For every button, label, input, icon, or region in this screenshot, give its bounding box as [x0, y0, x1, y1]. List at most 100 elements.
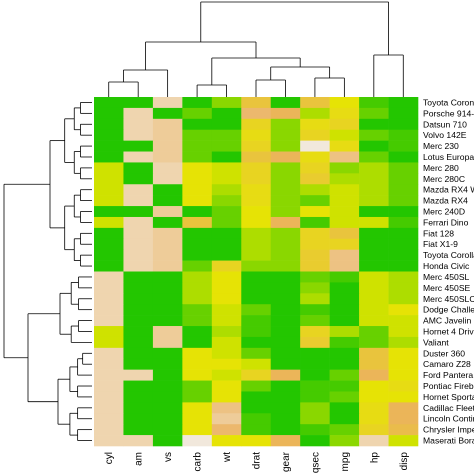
heatmap-cell	[123, 173, 154, 185]
heatmap-cell	[94, 293, 124, 305]
heatmap-cell	[388, 315, 419, 327]
heatmap-cell	[123, 380, 154, 392]
heatmap-cell	[152, 358, 183, 370]
column-label: wt	[222, 452, 233, 463]
heatmap-cell	[359, 151, 389, 163]
heatmap-cell	[300, 107, 330, 120]
heatmap-cell	[359, 107, 389, 120]
heatmap-cell	[329, 129, 360, 141]
column-label: disp	[399, 452, 410, 471]
heatmap-cell	[388, 195, 419, 207]
heatmap-cell	[182, 391, 213, 403]
heatmap-cell	[182, 216, 213, 229]
heatmap-cell	[388, 97, 419, 109]
heatmap-cell	[123, 216, 154, 229]
heatmap-cell	[270, 435, 301, 447]
heatmap-cell	[388, 118, 419, 131]
row-label: Merc 450SE	[423, 283, 471, 293]
heatmap-cell	[388, 282, 419, 294]
heatmap-cell	[182, 435, 213, 447]
heatmap-cell	[123, 304, 154, 316]
heatmap-cell	[270, 271, 301, 283]
dendrograms	[3, 1, 404, 441]
heatmap-cell	[152, 206, 183, 218]
heatmap-cell	[123, 184, 154, 196]
heatmap-cell	[270, 140, 301, 152]
heatmap-cell	[329, 249, 360, 261]
row-label: Hornet Sportabout	[423, 392, 474, 402]
heatmap-cell	[329, 151, 360, 163]
heatmap-cell	[329, 369, 360, 381]
heatmap-cell	[152, 118, 183, 131]
heatmap-cell	[300, 249, 330, 261]
heatmap-cell	[300, 402, 330, 414]
heatmap-cell	[123, 260, 154, 272]
heatmap-cell	[300, 347, 330, 360]
heatmap-cell	[270, 282, 301, 294]
heatmap-cell	[182, 97, 213, 109]
heatmap-cell	[94, 129, 124, 141]
row-label: Porsche 914-2	[423, 108, 474, 118]
heatmap-cell	[388, 424, 419, 436]
heatmap-cell	[359, 326, 389, 338]
heatmap-cell	[182, 206, 213, 218]
heatmap-cell	[123, 435, 154, 447]
heatmap-cell	[211, 347, 242, 360]
heatmap-cell	[300, 238, 330, 250]
heatmap-cell	[241, 260, 272, 272]
row-label: Maserati Bora	[423, 436, 474, 446]
heatmap-cell	[152, 129, 183, 141]
heatmap-cell	[359, 293, 389, 305]
heatmap-cell	[94, 336, 124, 349]
row-label: Merc 450SLC	[423, 294, 474, 304]
heatmap-cell	[182, 380, 213, 392]
heatmap-cell	[241, 304, 272, 316]
heatmap-cell	[241, 184, 272, 196]
heatmap-cell	[182, 107, 213, 120]
heatmap-cell	[123, 107, 154, 120]
heatmap-cell	[270, 293, 301, 305]
heatmap-cell	[241, 129, 272, 141]
row-label: Fiat X1-9	[423, 239, 458, 249]
heatmap-cell	[241, 336, 272, 349]
heatmap-cell	[388, 293, 419, 305]
heatmap-cell	[182, 282, 213, 294]
heatmap-cell	[94, 184, 124, 196]
heatmap-cell	[241, 227, 272, 240]
heatmap-cell	[123, 402, 154, 414]
heatmap-cell	[152, 195, 183, 207]
heatmap-cell	[211, 173, 242, 185]
heatmap-cell	[94, 326, 124, 338]
column-label: carb	[193, 452, 204, 472]
heatmap-cell	[329, 293, 360, 305]
heatmap-cell	[241, 173, 272, 185]
heatmap-cell	[270, 315, 301, 327]
heatmap-cell	[123, 315, 154, 327]
heatmap-cell	[211, 206, 242, 218]
heatmap-cell	[388, 140, 419, 152]
heatmap-cell	[241, 413, 272, 425]
heatmap-cell	[182, 195, 213, 207]
heatmap-cell	[329, 260, 360, 272]
heatmap-cell	[123, 97, 154, 109]
heatmap-cell	[211, 293, 242, 305]
heatmap-cell	[241, 391, 272, 403]
heatmap-cell	[123, 162, 154, 174]
heatmap-cell	[329, 282, 360, 294]
heatmap-cell	[329, 358, 360, 370]
heatmap-cell	[94, 315, 124, 327]
heatmap-cell	[359, 336, 389, 349]
heatmap-cell	[388, 162, 419, 174]
heatmap-cell	[211, 402, 242, 414]
heatmap-cell	[359, 129, 389, 141]
heatmap-cell	[300, 413, 330, 425]
row-label: Camaro Z28	[423, 359, 471, 369]
heatmap-cell	[152, 249, 183, 261]
heatmap-cell	[94, 227, 124, 240]
heatmap-cell	[241, 216, 272, 229]
heatmap-cell	[270, 391, 301, 403]
heatmap-cell	[359, 249, 389, 261]
heatmap-cell	[152, 282, 183, 294]
heatmap-cell	[211, 227, 242, 240]
heatmap-cell	[270, 249, 301, 261]
